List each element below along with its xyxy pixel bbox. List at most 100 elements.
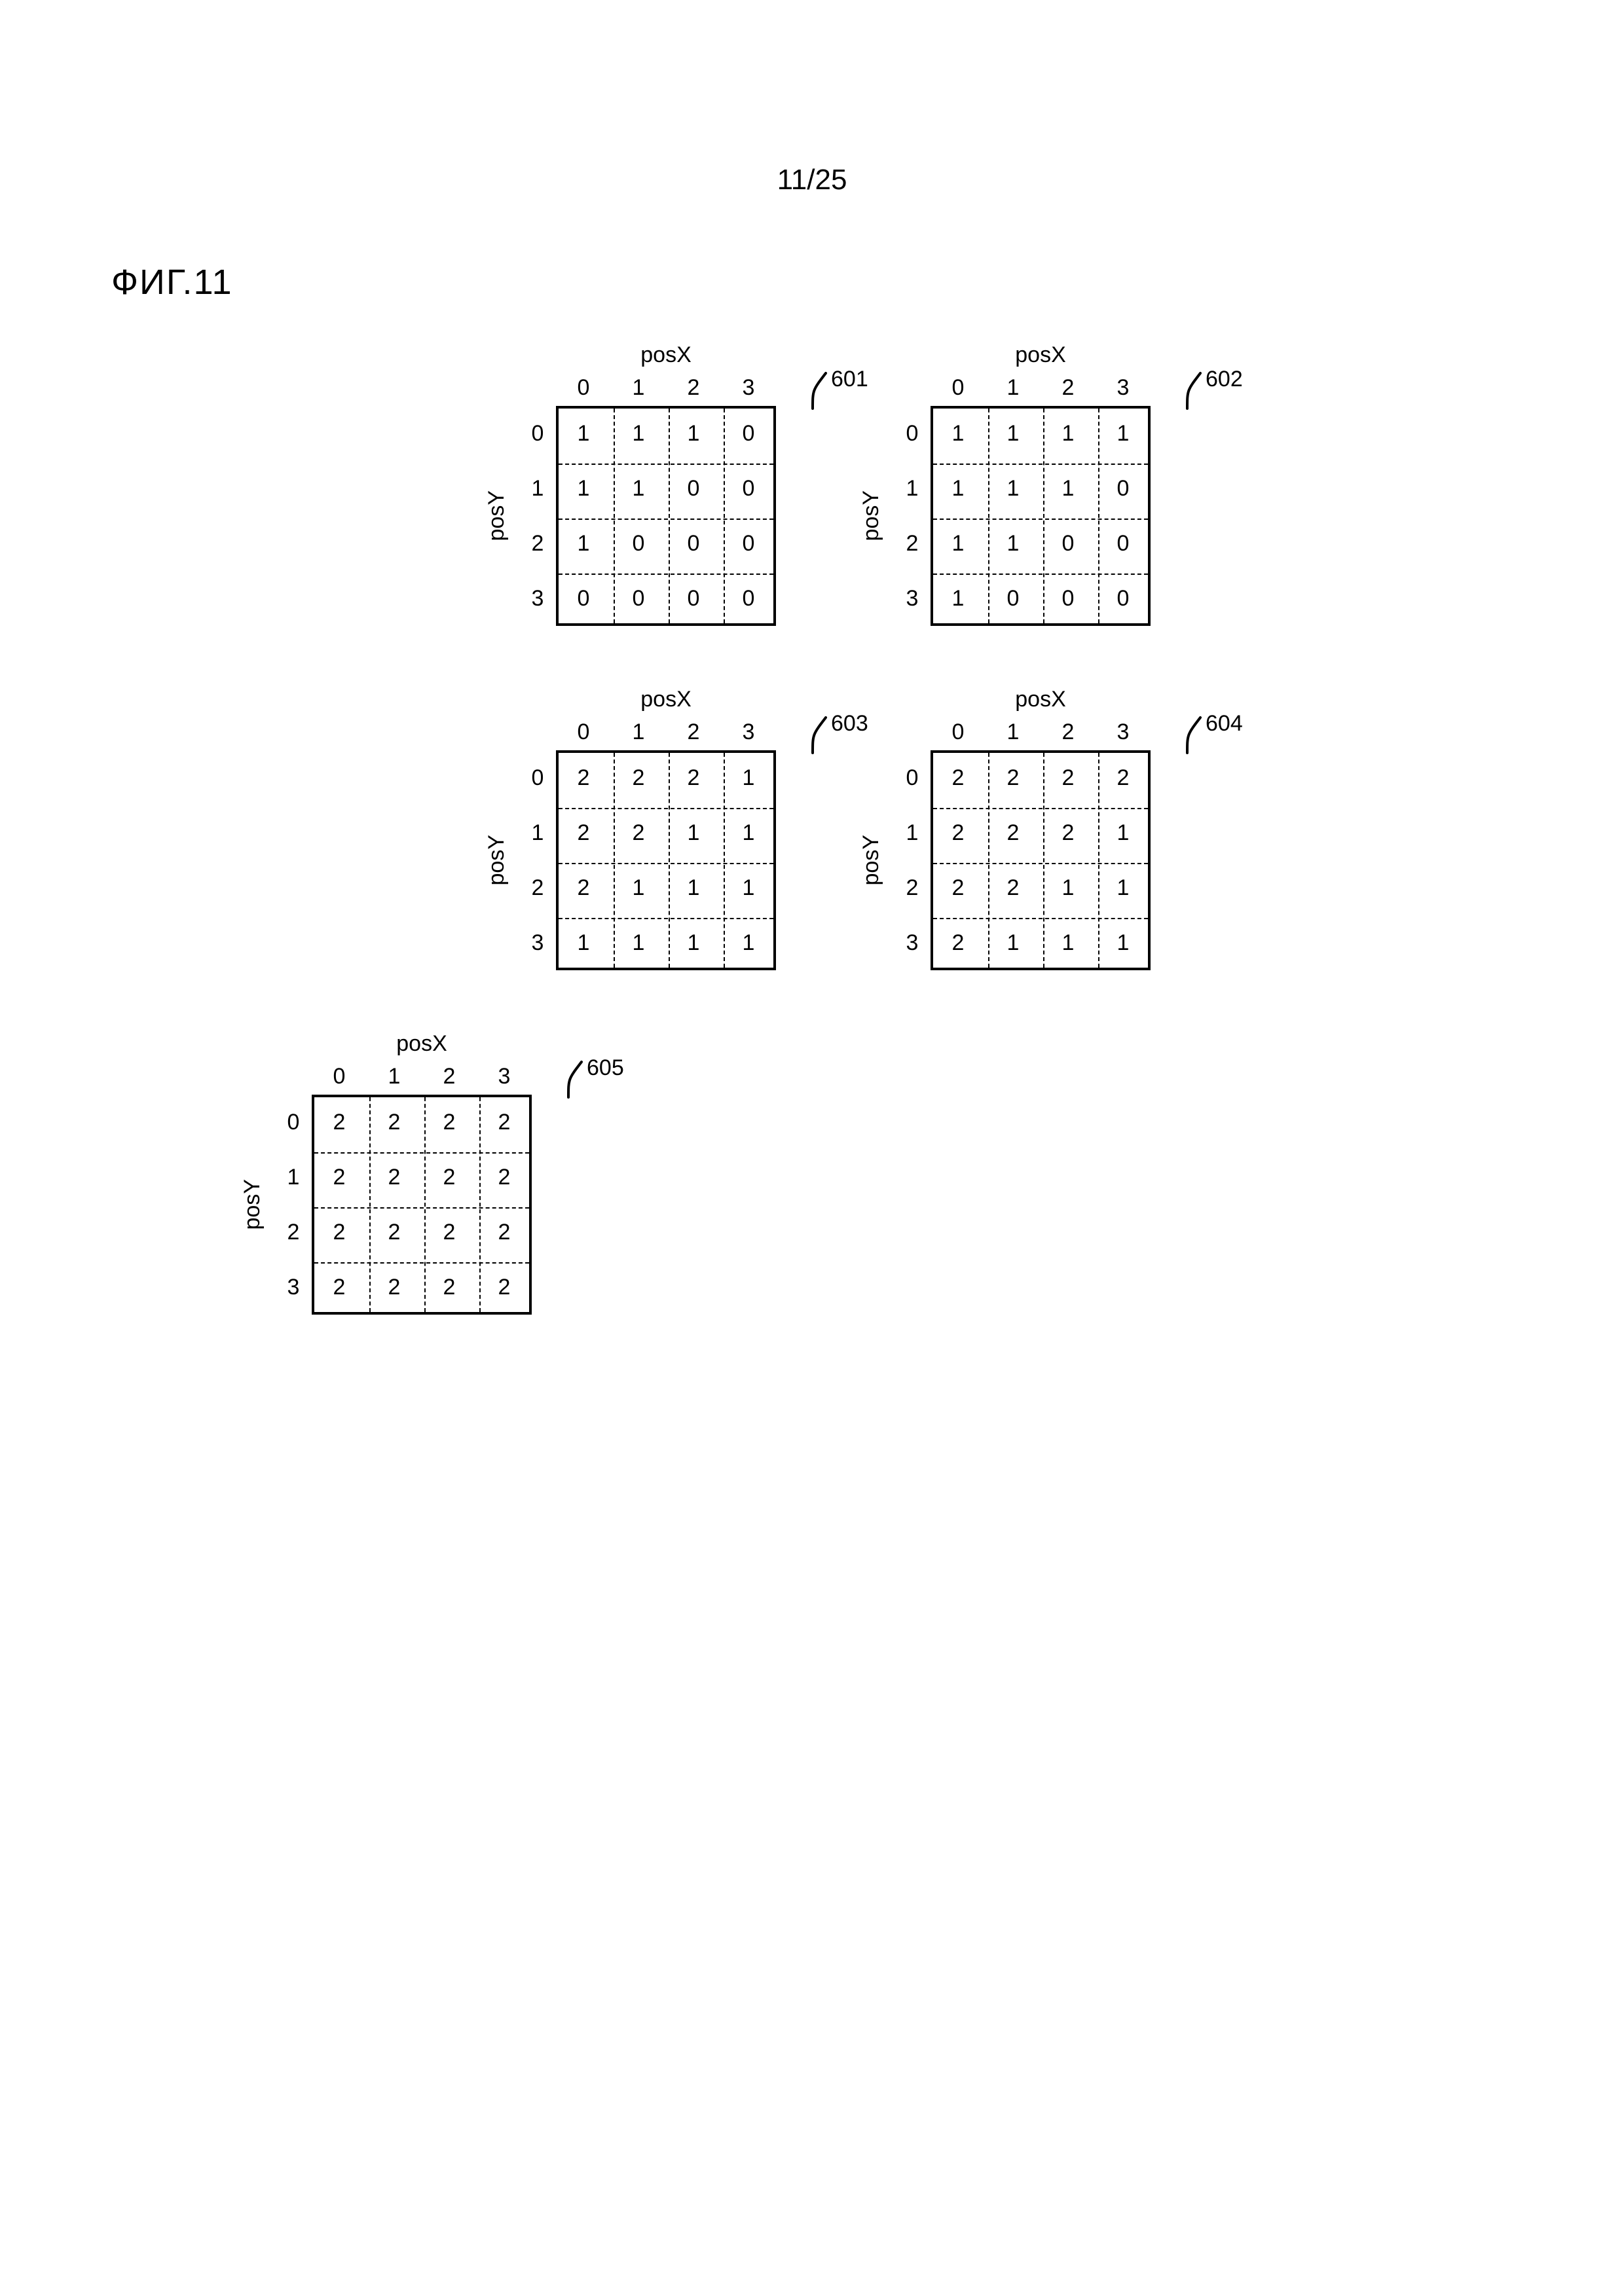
page-number: 11/25 — [0, 164, 1624, 196]
grid-cell: 1 — [1041, 406, 1096, 461]
grid-callout-number: 602 — [1206, 367, 1243, 392]
row-head: 3 — [906, 930, 919, 956]
grid-cell: 2 — [312, 1150, 367, 1205]
grid-cell: 1 — [666, 860, 721, 915]
grid-cell: 1 — [931, 406, 986, 461]
grid-cell: 2 — [666, 750, 721, 805]
grid-cell: 1 — [556, 915, 611, 970]
grid-cell: 2 — [611, 805, 666, 860]
row-head: 0 — [532, 765, 544, 791]
row-head: 1 — [906, 820, 919, 846]
col-head: 0 — [333, 1064, 346, 1089]
grid-cell: 1 — [931, 571, 986, 626]
row-head: 2 — [906, 875, 919, 901]
grid-rows: posX posY 0 1 2 3 0 1 2 3 1 1 1 0 1 1 0 … — [0, 340, 1624, 1315]
figure-title: ФИГ.11 — [111, 262, 233, 302]
axis-x-label: posX — [396, 1031, 447, 1057]
grid-cell: 1 — [556, 516, 611, 571]
grid-row-1: posX posY 0 1 2 3 0 1 2 3 1 1 1 0 1 1 0 … — [0, 340, 1624, 626]
grid-cell: 1 — [1041, 860, 1096, 915]
grid-cell: 2 — [422, 1260, 477, 1315]
grid-row-2: posX posY 0 1 2 3 0 1 2 3 2 2 2 1 2 2 1 … — [0, 685, 1624, 970]
col-head: 1 — [388, 1064, 401, 1089]
figure-page: 11/25 ФИГ.11 posX posY 0 1 2 3 0 1 2 3 1… — [0, 0, 1624, 2296]
col-head: 3 — [743, 375, 755, 401]
grid-cell: 2 — [422, 1150, 477, 1205]
grid-callout: 604 — [1186, 715, 1212, 754]
col-head: 2 — [1062, 375, 1075, 401]
grid-cell: 2 — [556, 750, 611, 805]
grid-cell: 1 — [721, 860, 776, 915]
row-head: 3 — [906, 586, 919, 611]
row-head: 1 — [532, 476, 544, 501]
col-head: 1 — [1007, 720, 1020, 745]
axis-y-label: posY — [240, 1179, 265, 1230]
grid-cell: 0 — [986, 571, 1041, 626]
row-head: 2 — [532, 531, 544, 556]
col-head: 3 — [1117, 720, 1130, 745]
col-head: 1 — [1007, 375, 1020, 401]
col-head: 3 — [498, 1064, 511, 1089]
grid: posX posY 0 1 2 3 0 1 2 3 2 2 2 2 2 2 2 … — [229, 1029, 532, 1315]
axis-x-label: posX — [640, 342, 692, 368]
col-head: 0 — [578, 375, 590, 401]
col-head: 1 — [633, 375, 645, 401]
grid-cell: 2 — [611, 750, 666, 805]
grid-cell: 2 — [312, 1260, 367, 1315]
row-head: 0 — [906, 765, 919, 791]
grid-cell: 0 — [721, 516, 776, 571]
grid-callout: 605 — [567, 1059, 593, 1099]
grid-cell: 1 — [1096, 805, 1151, 860]
grid-cell: 1 — [931, 461, 986, 516]
col-head: 2 — [688, 375, 700, 401]
row-head: 1 — [287, 1165, 300, 1190]
col-head: 2 — [1062, 720, 1075, 745]
grid-cell: 1 — [931, 516, 986, 571]
grid-cell: 2 — [312, 1205, 367, 1260]
row-head: 3 — [532, 586, 544, 611]
row-head: 0 — [287, 1110, 300, 1135]
grid-cell: 2 — [367, 1260, 422, 1315]
grid-cell: 2 — [477, 1260, 532, 1315]
grid-cell: 2 — [556, 860, 611, 915]
grid-cell: 2 — [312, 1095, 367, 1150]
row-head: 0 — [532, 421, 544, 446]
axis-x-label: posX — [1015, 687, 1066, 712]
grid-callout-number: 604 — [1206, 711, 1243, 737]
grid-cell: 0 — [666, 461, 721, 516]
grid-cell: 2 — [931, 750, 986, 805]
grid-cell: 2 — [367, 1205, 422, 1260]
grid-cell: 2 — [1096, 750, 1151, 805]
row-head: 1 — [906, 476, 919, 501]
col-head: 2 — [443, 1064, 456, 1089]
axis-y-label: posY — [858, 835, 884, 886]
grid-row-3: posX posY 0 1 2 3 0 1 2 3 2 2 2 2 2 2 2 … — [0, 1029, 1624, 1315]
grid: posX posY 0 1 2 3 0 1 2 3 1 1 1 1 1 1 1 … — [848, 340, 1151, 626]
grid-cell: 2 — [986, 805, 1041, 860]
axis-y-label: posY — [484, 835, 509, 886]
grid-callout-number: 605 — [587, 1055, 624, 1081]
grid-cell: 2 — [556, 805, 611, 860]
grid-cell: 0 — [1041, 516, 1096, 571]
grid-cell: 0 — [666, 571, 721, 626]
grid-cell: 0 — [721, 461, 776, 516]
row-head: 3 — [532, 930, 544, 956]
grid-cell: 2 — [931, 805, 986, 860]
grid-cell: 0 — [666, 516, 721, 571]
grid: posX posY 0 1 2 3 0 1 2 3 2 2 2 1 2 2 1 … — [473, 685, 776, 970]
grid-cell: 0 — [611, 516, 666, 571]
grid-cell: 1 — [556, 406, 611, 461]
grid-cell: 1 — [721, 750, 776, 805]
grid-cell: 1 — [986, 516, 1041, 571]
grid-cell: 2 — [477, 1095, 532, 1150]
grid-cell: 2 — [367, 1095, 422, 1150]
grid-cell: 0 — [611, 571, 666, 626]
col-head: 1 — [633, 720, 645, 745]
grid-callout: 602 — [1186, 371, 1212, 410]
grid-cell: 0 — [556, 571, 611, 626]
grid-cell: 1 — [611, 406, 666, 461]
grid-callout: 601 — [811, 371, 838, 410]
grid-cell: 1 — [1096, 860, 1151, 915]
row-head: 2 — [287, 1220, 300, 1245]
grid-cell: 1 — [1041, 461, 1096, 516]
